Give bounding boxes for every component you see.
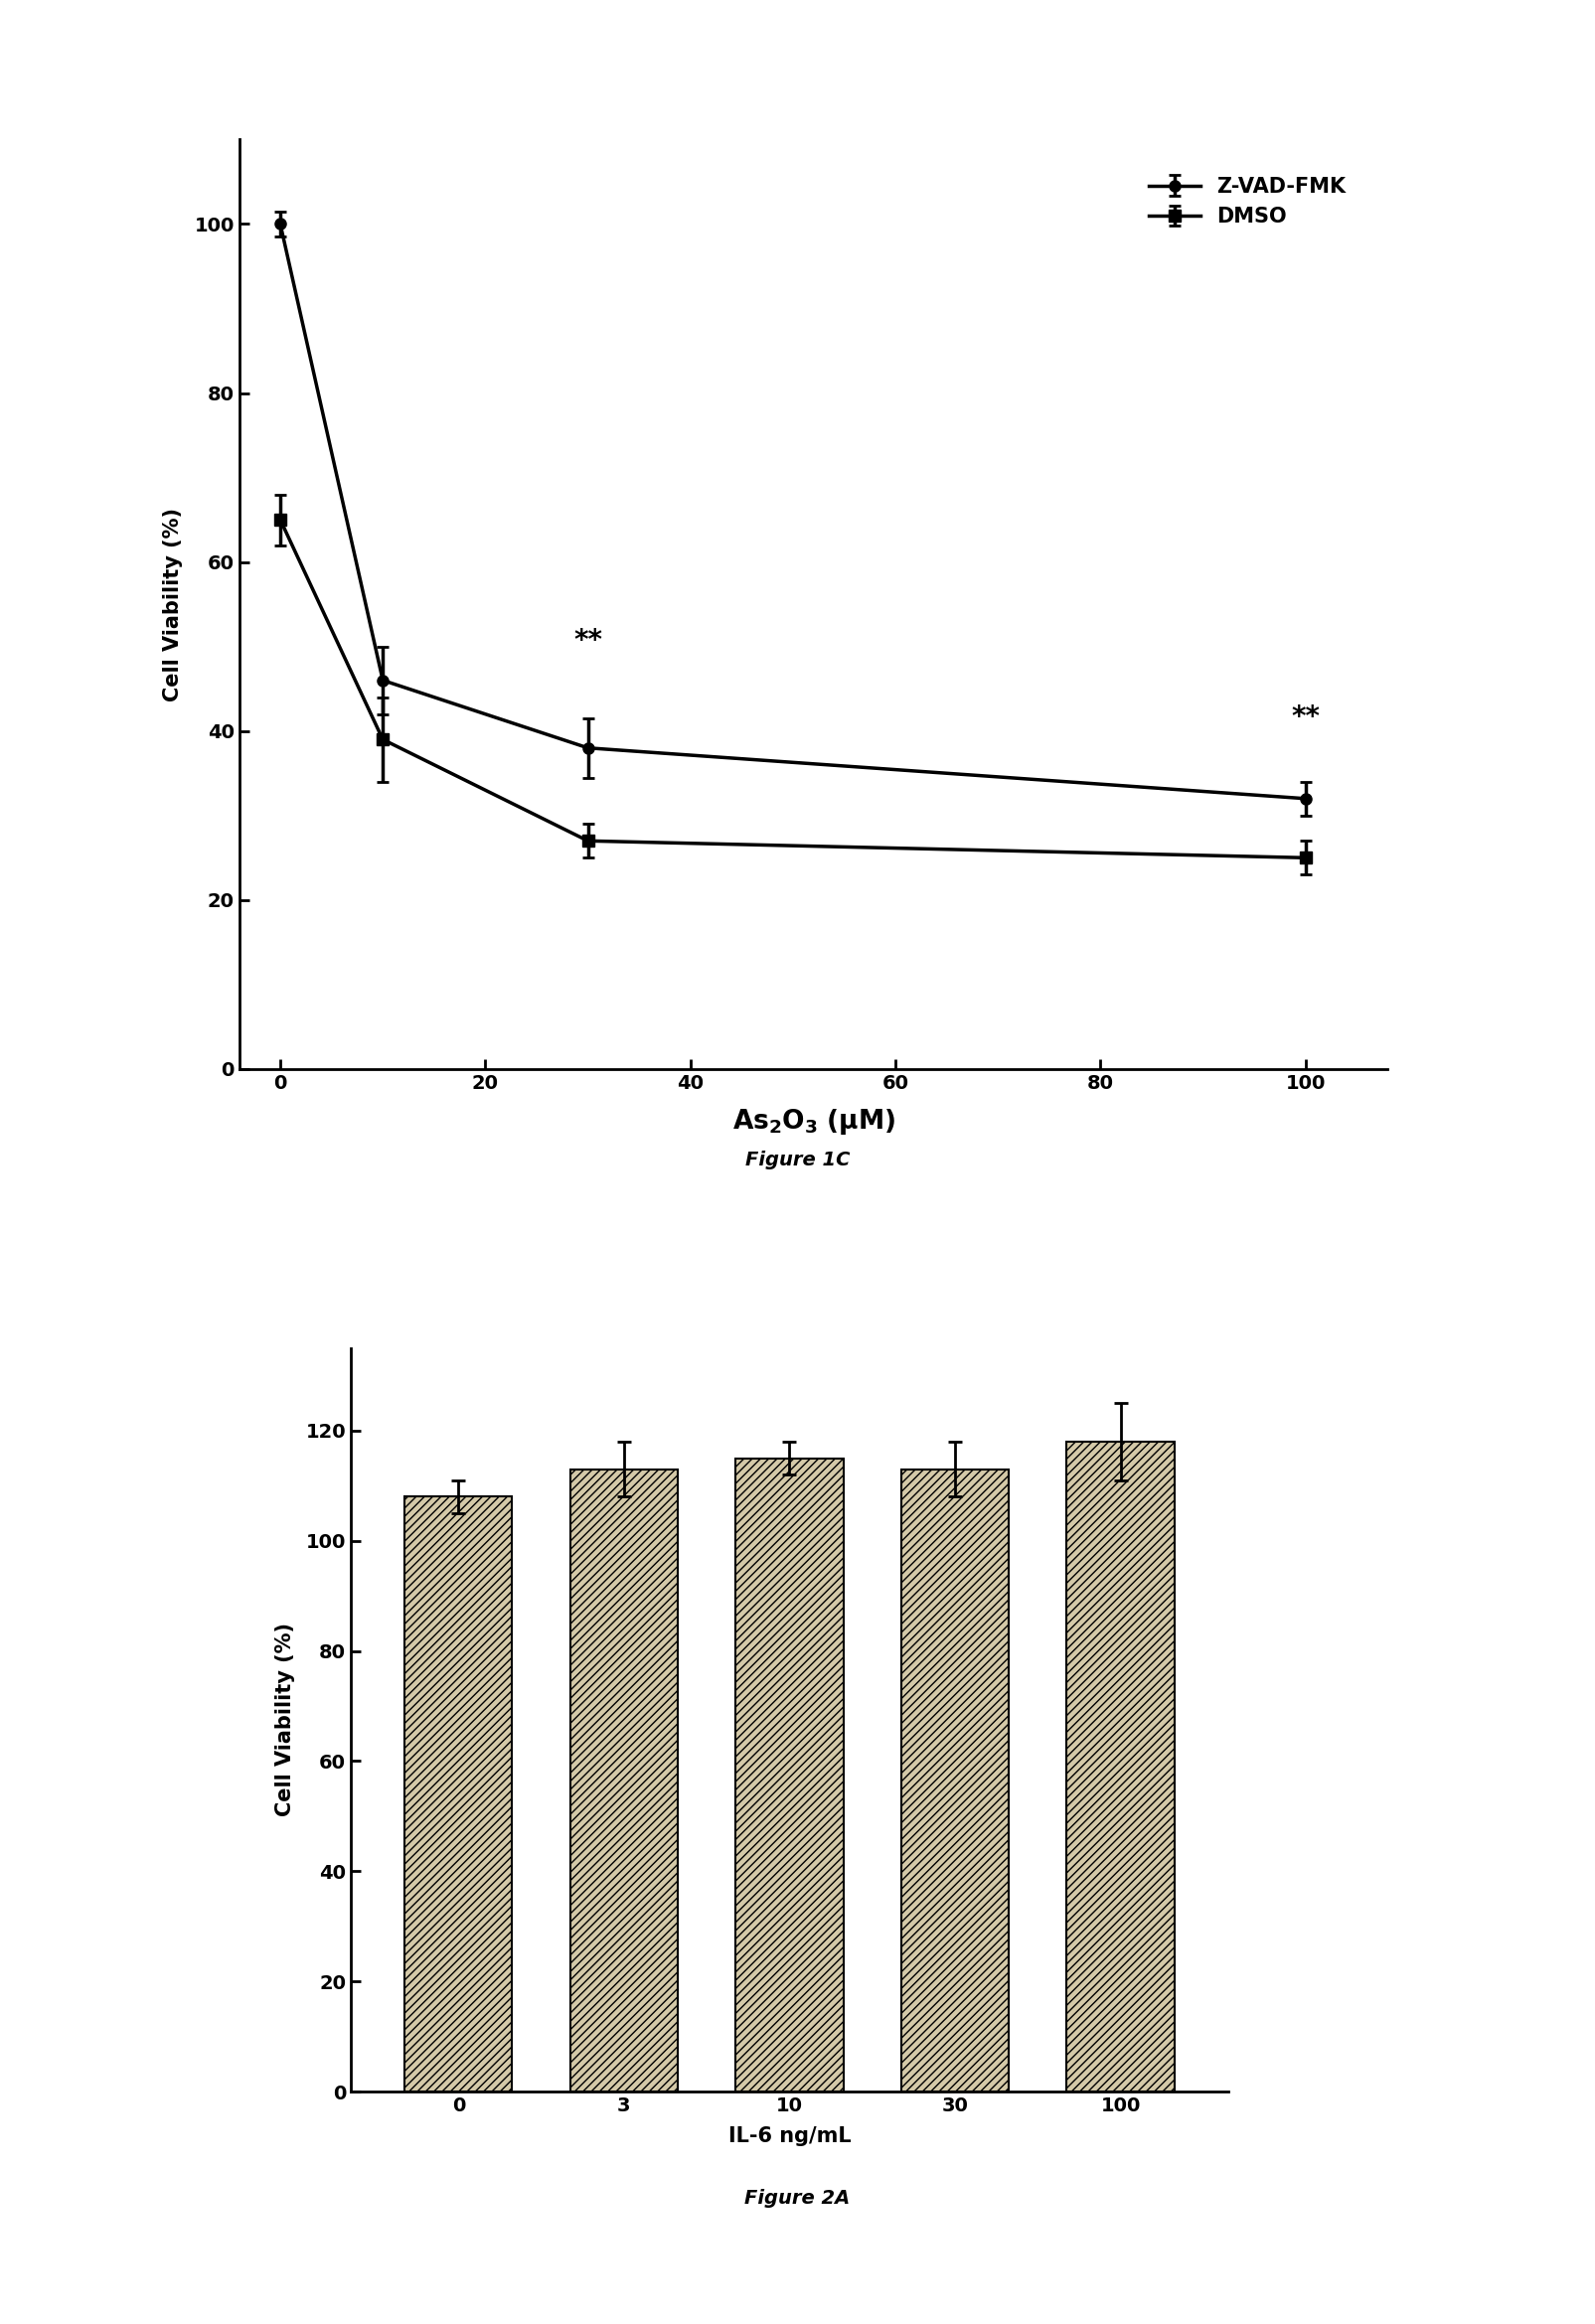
- X-axis label: IL-6 ng/mL: IL-6 ng/mL: [727, 2126, 852, 2147]
- Bar: [571, 1469, 678, 2092]
- Bar: [1067, 1441, 1174, 2092]
- Bar: [405, 1497, 512, 2092]
- Bar: [735, 1457, 844, 2092]
- Text: Figure 2A: Figure 2A: [745, 2189, 850, 2208]
- Bar: [901, 1469, 1010, 2092]
- Text: **: **: [1292, 704, 1321, 732]
- Y-axis label: Cell Viability (%): Cell Viability (%): [163, 507, 183, 702]
- Text: Figure 1C: Figure 1C: [745, 1150, 850, 1169]
- X-axis label: $\mathbf{As_2O_3}$ $\mathbf{(\mu M)}$: $\mathbf{As_2O_3}$ $\mathbf{(\mu M)}$: [732, 1106, 895, 1136]
- Y-axis label: Cell Viability (%): Cell Viability (%): [274, 1622, 295, 1817]
- Text: **: **: [574, 627, 603, 655]
- Legend: Z-VAD-FMK, DMSO: Z-VAD-FMK, DMSO: [1140, 167, 1354, 235]
